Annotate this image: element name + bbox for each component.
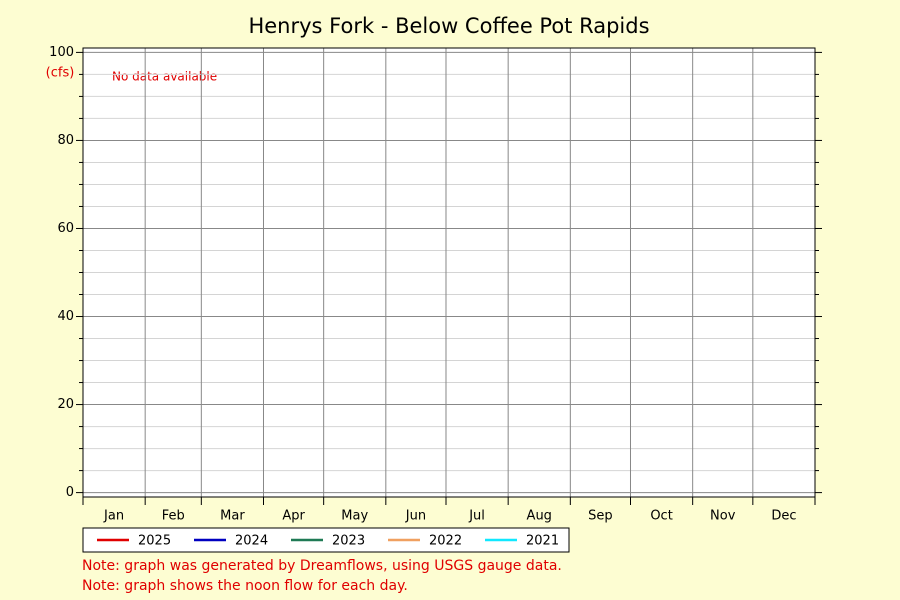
chart-title: Henrys Fork - Below Coffee Pot Rapids xyxy=(248,14,649,38)
note: Note: graph shows the noon flow for each… xyxy=(82,578,408,594)
x-tick-label: Oct xyxy=(650,509,672,524)
note: Note: graph was generated by Dreamflows,… xyxy=(82,558,562,574)
y-tick-label: 0 xyxy=(66,485,74,500)
x-tick-label: May xyxy=(341,509,368,524)
x-tick-label: Apr xyxy=(282,509,305,524)
x-tick-label: Aug xyxy=(527,509,552,524)
y-tick-label: 80 xyxy=(57,133,74,148)
x-tick-label: Dec xyxy=(771,509,796,524)
x-tick-label: Feb xyxy=(162,509,185,524)
x-tick-label: Jun xyxy=(405,509,426,524)
x-tick-label: Nov xyxy=(710,509,736,524)
y-tick-label: 60 xyxy=(57,221,74,236)
y-axis-label: (cfs) xyxy=(46,66,75,81)
y-tick-label: 20 xyxy=(57,397,74,412)
legend-label: 2023 xyxy=(332,534,365,549)
legend-label: 2024 xyxy=(235,534,268,549)
legend-label: 2022 xyxy=(429,534,462,549)
x-tick-label: Sep xyxy=(588,509,613,524)
x-tick-label: Jul xyxy=(468,509,485,524)
legend-label: 2025 xyxy=(138,534,171,549)
plot-frame xyxy=(82,47,816,498)
x-tick-label: Mar xyxy=(220,509,245,524)
y-tick-label: 100 xyxy=(49,45,74,60)
legend-label: 2021 xyxy=(526,534,559,549)
y-tick-label: 40 xyxy=(57,309,74,324)
x-tick-label: Jan xyxy=(103,509,124,524)
annotation: No data available xyxy=(112,70,217,84)
